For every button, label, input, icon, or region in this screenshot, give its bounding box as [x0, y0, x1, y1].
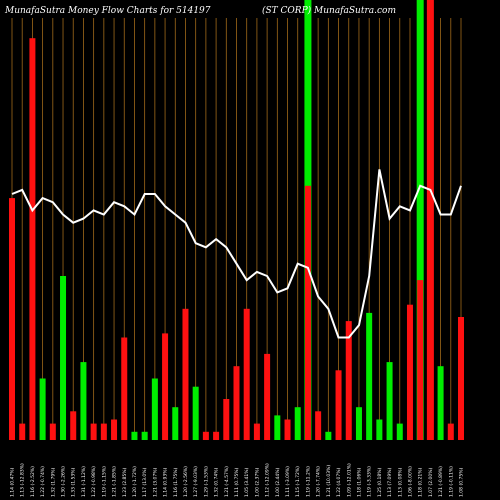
x-tick-label: 1.20 (-7.74%): [316, 466, 322, 497]
bar: [172, 407, 179, 440]
bar: [80, 362, 87, 440]
chart-title: MunafaSutra Money Flow Charts for 514197: [4, 6, 211, 16]
bar: [253, 423, 260, 440]
x-tick-label: 1.18 (1.06%): [356, 467, 362, 497]
bar: [223, 399, 230, 440]
x-tick-label: 1.16 (-2.52%): [30, 466, 36, 497]
bar: [406, 304, 413, 440]
bar: [151, 378, 158, 440]
bar: [39, 378, 46, 440]
bar: [417, 280, 424, 440]
bar: [294, 407, 301, 440]
x-tick-labels: 1.14 (0.47%) 1.13 (-12.83%) 1.16 (-2.52%) 1…: [10, 463, 465, 497]
bar: [264, 353, 271, 440]
bar: [60, 276, 67, 440]
bar: [243, 308, 250, 440]
bar: [304, 185, 311, 440]
bar: [345, 321, 352, 440]
highlight-band: [416, 0, 424, 440]
x-tick-label: 1.21 (10.03%): [326, 465, 332, 497]
x-tick-label: 1.22 (-0.98%): [91, 466, 97, 497]
bar: [70, 411, 77, 440]
x-tick-label: 1.32 (1.79%): [50, 467, 56, 497]
x-tick-label: 1.22 (4.07%): [336, 467, 342, 497]
x-tick-label: 1.13 (0.08%): [397, 467, 403, 497]
x-tick-label: 1.23 (2.85%): [122, 467, 128, 497]
bar: [29, 38, 36, 440]
x-tick-label: 1.30 (-2.26%): [61, 466, 67, 497]
x-tick-label: 1.15 (-1.72%): [295, 466, 301, 497]
x-tick-label: 1.16 (1.75%): [173, 467, 179, 497]
x-tick-label: 1.14 (0.47%): [10, 467, 16, 497]
chart-subtitle: (ST CORP) MunafaSutra.com: [262, 5, 396, 16]
bar: [396, 423, 403, 440]
bar: [325, 431, 332, 440]
x-tick-label: 1.20 (-1.72%): [132, 466, 138, 497]
x-tick-label: 1.11 (0.75%): [234, 467, 240, 497]
bar: [335, 370, 342, 440]
bar: [121, 337, 128, 440]
x-tick-label: 1.00 (2.44%): [275, 467, 281, 497]
x-tick-label: 1.00 (2.37%): [254, 467, 260, 497]
x-tick-label: 1.21 (-4.57%): [224, 466, 230, 497]
x-tick-label: 1.33 (1.53%): [71, 467, 77, 497]
x-tick-label: 1.08 (0.75%): [459, 467, 465, 497]
x-tick-label: 1.25 (0.18%): [377, 467, 383, 497]
x-tick-label: 1.29 (-1.53%): [203, 466, 209, 497]
bar: [90, 423, 97, 440]
x-tick-label: 1.21 (-0.89%): [438, 466, 444, 497]
bar: [192, 386, 199, 440]
bar: [386, 362, 393, 440]
bar: [437, 366, 444, 440]
bar: [458, 317, 464, 440]
x-tick-label: 1.12 (-12.09%): [265, 463, 271, 497]
x-tick-label: 1.22 (-0.74%): [40, 466, 46, 497]
bar: [100, 423, 107, 440]
bar: [182, 308, 189, 440]
x-tick-label: 1.14 (0.93%): [163, 467, 169, 497]
bar: [19, 423, 26, 440]
x-tick-label: 1.13 (7.09%): [387, 467, 393, 497]
bar: [355, 407, 362, 440]
bar: [49, 423, 56, 440]
bar: [111, 419, 118, 440]
bar: [9, 198, 15, 440]
bar: [447, 423, 454, 440]
x-tick-label: 1.06 (-8.00%): [407, 466, 413, 497]
money-flow-line: [11, 169, 462, 339]
x-tick-label: 1.19 (-1.15%): [101, 466, 107, 497]
highlight-band: [426, 0, 434, 440]
bar: [131, 431, 138, 440]
x-tick-label: 1.09 (-12.01%): [346, 463, 352, 497]
x-tick-label: 1.05 (3.41%): [244, 467, 250, 497]
bar: [141, 431, 148, 440]
x-tick-label: 1.19 (-11.2%): [305, 466, 311, 497]
x-tick-label: 1.19 (-0.11%): [448, 466, 454, 497]
x-tick-label: 1.11 (-3.09%): [285, 466, 291, 497]
x-tick-label: 1.13 (-12.83%): [20, 463, 26, 497]
x-tick-label: 1.31 (-1.12%): [81, 466, 87, 497]
bar: [366, 312, 373, 440]
bar: [315, 411, 322, 440]
x-tick-label: 1.27 (-9.03%): [193, 466, 199, 497]
bar: [233, 366, 240, 440]
bar: [376, 419, 383, 440]
x-tick-label: 1.32 (0.74%): [214, 467, 220, 497]
x-tick-label: 1.19 (-3.33%): [367, 466, 373, 497]
x-tick-label: 1.18 (0.21%): [418, 467, 424, 497]
x-tick-label: 1.17 (13.0%): [142, 467, 148, 497]
bar-series: [9, 38, 464, 440]
x-tick-label: 1.21 (3.07%): [152, 467, 158, 497]
bar: [202, 431, 209, 440]
x-tick-label: 1.07 (2.00%): [428, 467, 434, 497]
x-tick-label: 1.20 (-2.56%): [183, 466, 189, 497]
bar: [427, 423, 434, 440]
bar: [162, 333, 169, 440]
x-tick-label: 1.21 (-1.85%): [112, 466, 118, 497]
bar: [274, 415, 281, 440]
bar: [213, 431, 220, 440]
bar: [284, 419, 291, 440]
